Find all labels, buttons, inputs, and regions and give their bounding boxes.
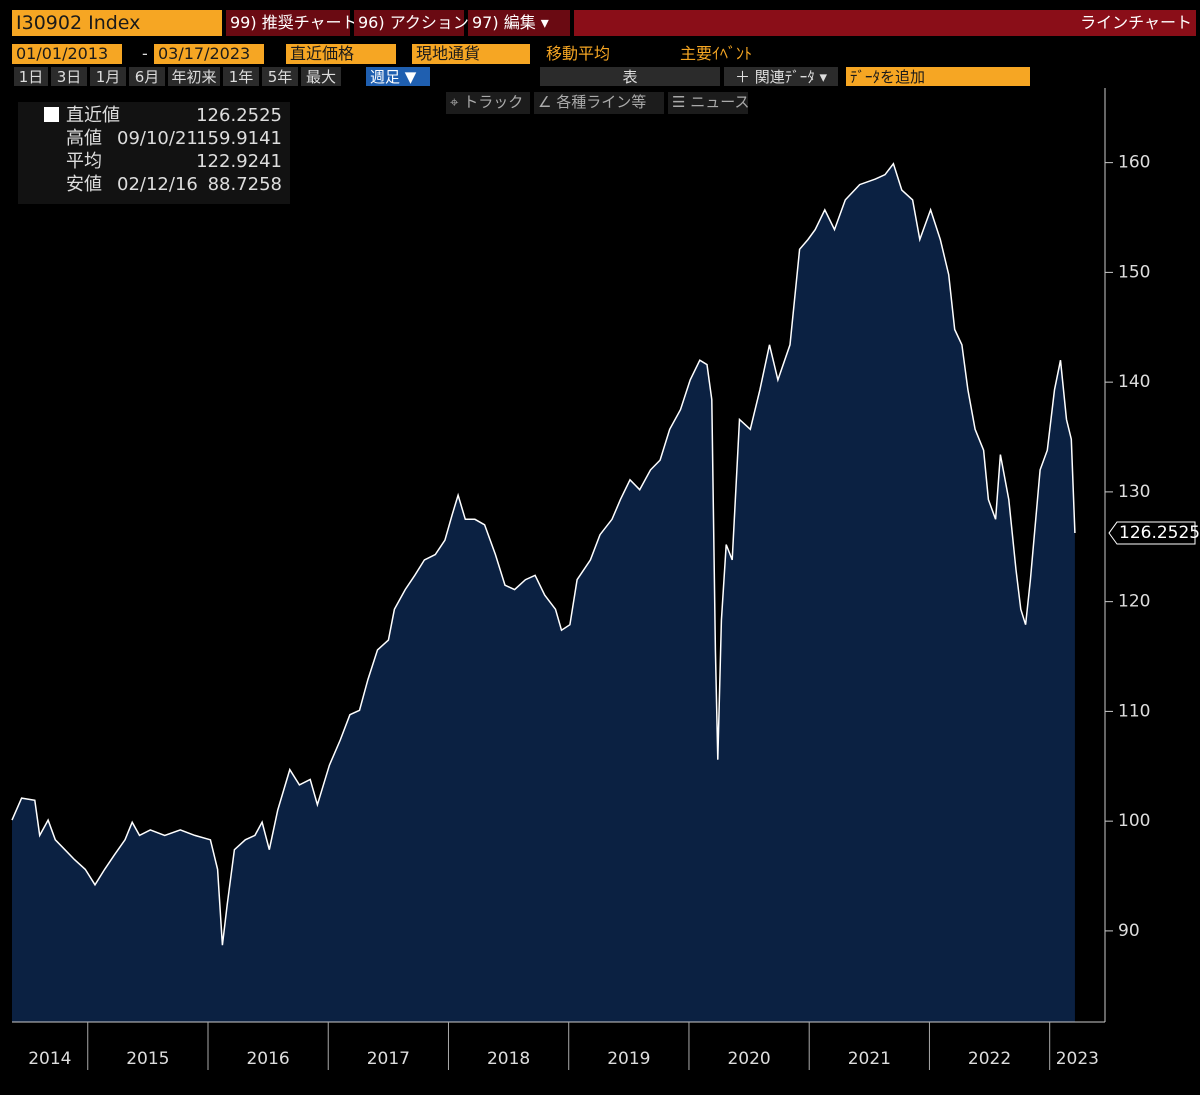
add-data[interactable]: ﾃﾞｰﾀを追加 (846, 67, 1030, 86)
period-button[interactable]: 年初来 (168, 67, 220, 86)
toolbar-button[interactable]: 99) 推奨チャート (226, 10, 358, 36)
start-date[interactable]: 01/01/2013 (12, 44, 122, 64)
y-tick-label: 120 (1118, 592, 1150, 612)
y-tick-label: 110 (1118, 701, 1150, 721)
period-button[interactable]: 1年 (223, 67, 259, 86)
related-data[interactable]: ＋ 関連ﾃﾞｰﾀ ▾ (724, 67, 838, 86)
stat-label: 平均 (66, 151, 102, 172)
currency-field[interactable]: 現地通貨 (412, 44, 530, 64)
x-tick-label: 2014 (28, 1049, 71, 1069)
price-field[interactable]: 直近価格 (286, 44, 396, 64)
y-tick-label: 100 (1118, 811, 1150, 831)
events-toggle[interactable]: 主要ｲﾍﾞﾝﾄ (680, 44, 753, 63)
date-separator: - (142, 44, 148, 63)
period-button[interactable]: 最大 (301, 67, 341, 86)
stat-date: 02/12/16 (117, 174, 198, 195)
stat-date: 09/10/21 (117, 128, 198, 149)
x-tick-label: 2020 (727, 1049, 770, 1069)
end-date[interactable]: 03/17/2023 (154, 44, 264, 64)
stat-label: 高値 (66, 128, 102, 149)
y-tick-label: 130 (1118, 482, 1150, 502)
legend-swatch (44, 107, 59, 122)
x-tick-label: 2015 (126, 1049, 169, 1069)
stat-value: 159.9141 (196, 128, 282, 149)
y-tick-label: 140 (1118, 372, 1150, 392)
period-button[interactable]: 1月 (90, 67, 126, 86)
stat-label: 安値 (66, 174, 102, 195)
stat-label: 直近値 (66, 105, 120, 126)
last-value-label: 126.2525 (1119, 523, 1200, 543)
x-tick-label: 2018 (487, 1049, 530, 1069)
last-value-tag (1108, 521, 1196, 545)
x-tick-label: 2023 (1056, 1049, 1099, 1069)
tool-button[interactable]: ⌖ トラック (446, 92, 530, 114)
period-button[interactable]: 6月 (129, 67, 165, 86)
y-tick-label: 150 (1118, 262, 1150, 282)
y-tick-label: 90 (1118, 921, 1140, 941)
x-tick-label: 2016 (246, 1049, 289, 1069)
toolbar-button[interactable]: 97) 編集 ▾ (468, 10, 570, 36)
price-line (11, 162, 1076, 946)
table-button[interactable]: 表 (540, 67, 720, 86)
x-tick-label: 2017 (367, 1049, 410, 1069)
period-button[interactable]: 5年 (262, 67, 298, 86)
stats-background (18, 102, 290, 204)
x-tick-label: 2019 (607, 1049, 650, 1069)
stat-value: 122.9241 (196, 151, 282, 172)
x-tick-label: 2022 (968, 1049, 1011, 1069)
stat-value: 88.7258 (208, 174, 282, 195)
tool-button[interactable]: ∠ 各種ライン等 (534, 92, 664, 114)
y-tick-label: 160 (1118, 153, 1150, 173)
ticker-field[interactable]: I30902 Index (12, 10, 222, 36)
tool-button[interactable]: ☰ ニュース (668, 92, 749, 114)
moving-average[interactable]: 移動平均 (546, 44, 611, 63)
chart-type[interactable]: ラインチャート (574, 10, 1196, 36)
frequency[interactable]: 週足 ▼ (366, 67, 430, 86)
x-tick-label: 2021 (848, 1049, 891, 1069)
period-button[interactable]: 1日 (14, 67, 48, 86)
period-button[interactable]: 3日 (51, 67, 87, 86)
stat-value: 126.2525 (196, 105, 282, 126)
toolbar-button[interactable]: 96) アクション ▾ (354, 10, 482, 36)
